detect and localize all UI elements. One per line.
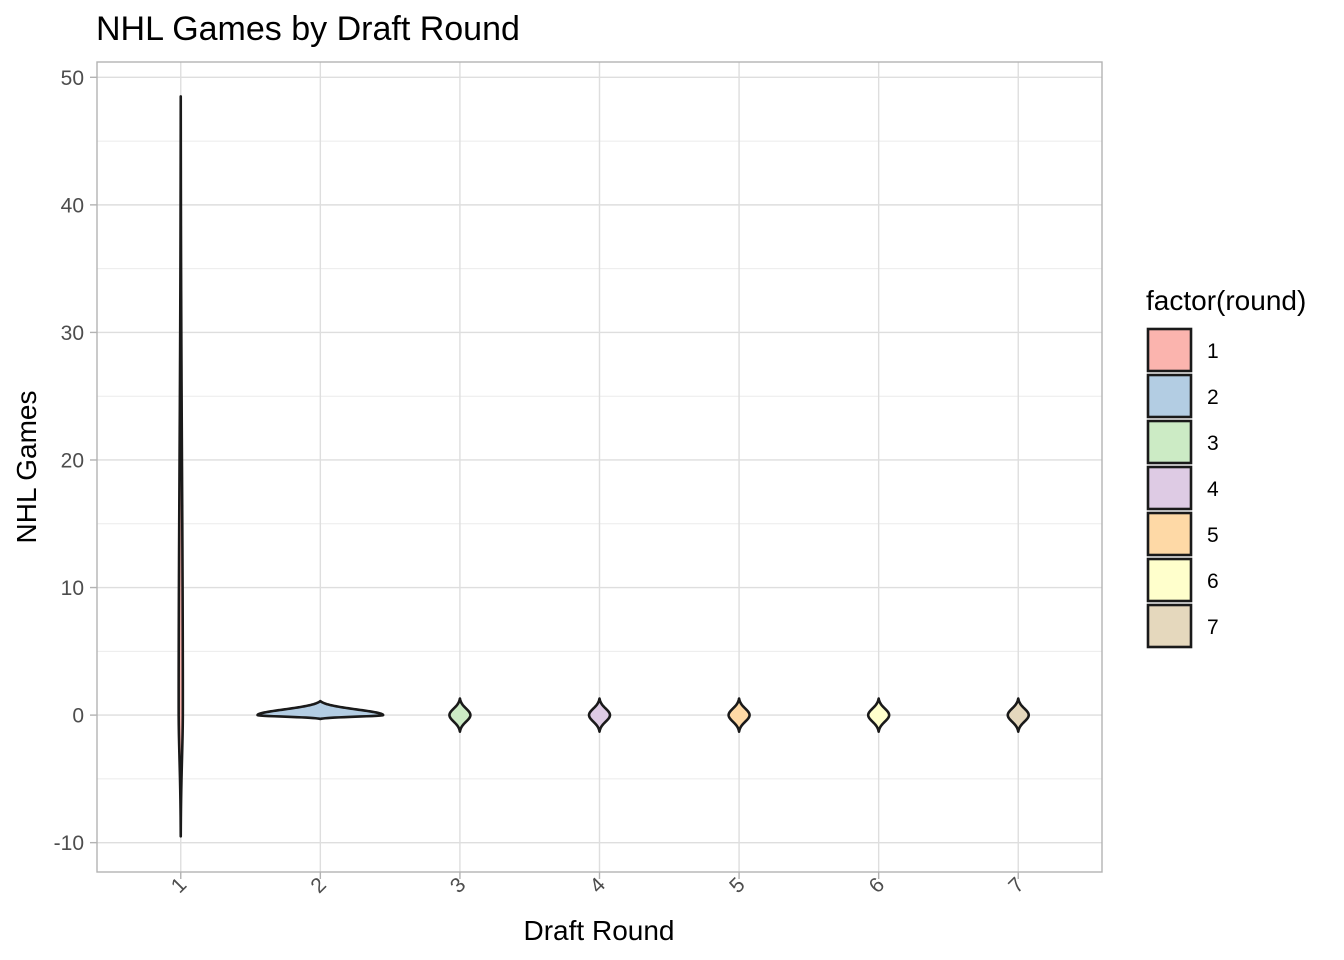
legend-key-5 — [1146, 511, 1193, 557]
chart-title: NHL Games by Draft Round — [96, 10, 520, 48]
y-tick-label: 0 — [72, 705, 84, 728]
x-tick-label: 4 — [586, 873, 611, 898]
y-axis: -10 0 10 20 30 40 50 — [54, 67, 97, 855]
legend-key-7 — [1146, 603, 1193, 649]
legend-label-3: 3 — [1207, 432, 1219, 455]
legend-key-1 — [1146, 327, 1193, 373]
legend-title: factor(round) — [1146, 285, 1306, 316]
legend-key-2 — [1146, 373, 1193, 419]
y-tick-label: 10 — [61, 577, 84, 600]
legend-label-6: 6 — [1207, 570, 1219, 593]
x-tick-label: 2 — [306, 873, 331, 898]
violin-round-2 — [256, 699, 385, 721]
y-tick-label: 40 — [61, 194, 84, 217]
x-tick-label: 7 — [1004, 873, 1029, 898]
legend-label-2: 2 — [1207, 386, 1219, 409]
legend-key-3 — [1146, 419, 1193, 465]
x-tick-label: 5 — [725, 873, 750, 898]
violin-round-1 — [177, 95, 185, 838]
grid-lines — [97, 62, 1102, 872]
legend-key-4 — [1146, 465, 1193, 511]
x-tick-label: 1 — [167, 873, 192, 898]
legend-label-5: 5 — [1207, 524, 1219, 547]
legend: factor(round) 1 2 3 4 5 6 7 — [1146, 285, 1306, 649]
violin-round-3 — [448, 697, 472, 733]
x-axis: 1 2 3 4 5 6 7 — [167, 872, 1029, 898]
y-axis-title: NHL Games — [11, 390, 42, 543]
violin-round-4 — [587, 697, 612, 733]
violin-round-5 — [727, 697, 751, 733]
x-axis-title: Draft Round — [524, 915, 675, 946]
y-tick-label: 30 — [61, 322, 84, 345]
violins — [177, 95, 1031, 838]
y-tick-label: -10 — [54, 832, 84, 855]
legend-key-6 — [1146, 557, 1193, 603]
x-tick-label: 6 — [865, 873, 890, 898]
legend-label-4: 4 — [1207, 478, 1219, 501]
legend-label-7: 7 — [1207, 616, 1219, 639]
violin-round-6 — [866, 697, 891, 733]
y-tick-label: 50 — [61, 67, 84, 90]
x-tick-label: 3 — [446, 873, 471, 898]
violin-round-7 — [1006, 697, 1031, 733]
legend-label-1: 1 — [1207, 340, 1219, 363]
y-tick-label: 20 — [61, 449, 84, 472]
